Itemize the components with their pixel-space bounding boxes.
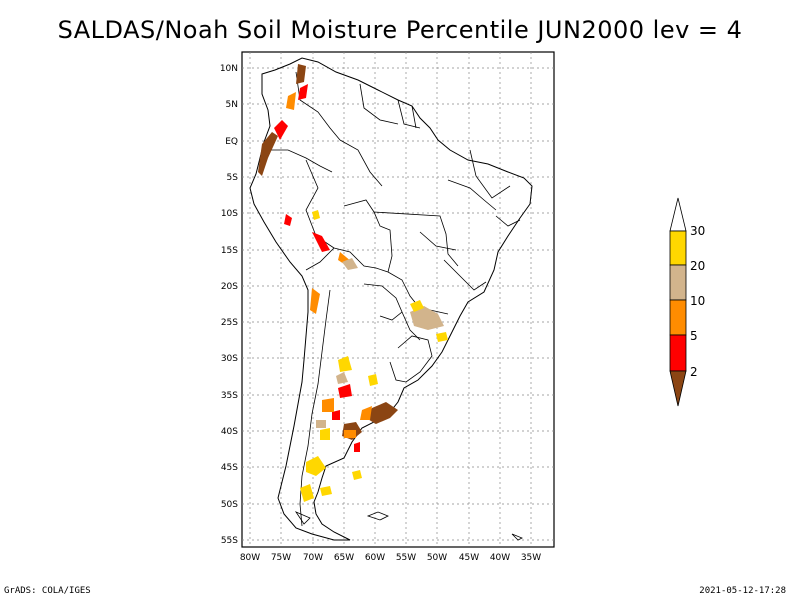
legend-label: 5 [690,329,698,343]
lon-tick-label: 35W [521,553,541,563]
legend-label: 20 [690,259,705,273]
grid-lines [242,52,554,547]
footer-timestamp: 2021-05-12-17:28 [699,586,786,596]
lon-tick-label: 70W [303,553,323,563]
lat-tick-label: 35S [221,391,238,401]
footer-credit: GrADS: COLA/IGES [4,586,91,596]
legend-swatch-5-10 [669,299,687,336]
islands [294,511,523,541]
lon-labels: 80W 75W 70W 65W 60W 55W 50W 45W 40W 35W [240,553,541,563]
percentile-shading [258,64,448,502]
lat-tick-label: 30S [221,354,238,364]
lon-tick-label: 45W [459,553,479,563]
legend-swatch-below-2 [669,370,687,407]
country-borders [268,71,521,527]
lon-tick-label: 40W [490,553,510,563]
lat-tick-label: 10S [221,209,238,219]
lon-tick-label: 60W [365,553,385,563]
lat-tick-label: 50S [221,500,238,510]
legend-label: 10 [690,294,705,308]
legend-label: 30 [690,224,705,238]
lon-tick-label: 50W [427,553,447,563]
map-title: SALDAS/Noah Soil Moisture Percentile JUN… [57,16,743,44]
legend-swatch-20-30 [669,230,687,266]
lat-tick-label: 10N [220,64,238,74]
lon-tick-label: 80W [240,553,260,563]
legend-label: 2 [690,365,698,379]
color-bar [669,197,687,407]
lat-labels: 10N 5N EQ 5S 10S 15S 20S 25S 30S 35S 40S… [220,64,238,546]
lat-tick-label: 20S [221,282,238,292]
lon-tick-label: 65W [334,553,354,563]
legend-labels: 30 20 10 5 2 [690,224,705,379]
lat-tick-label: 40S [221,427,238,437]
lat-tick-label: 55S [221,536,238,546]
lat-tick-label: 25S [221,318,238,328]
lat-tick-label: 15S [221,246,238,256]
lat-tick-label: 5N [226,100,238,110]
lat-tick-label: 45S [221,463,238,473]
lat-tick-label: EQ [225,137,238,147]
south-america-outline [249,57,533,541]
lat-tick-label: 5S [227,173,239,183]
lon-tick-label: 55W [396,553,416,563]
lon-tick-label: 75W [271,553,291,563]
legend-swatch-2-5 [669,334,687,372]
legend-swatch-above-30 [669,197,687,232]
map-frame [241,51,555,548]
legend-swatch-10-20 [669,264,687,301]
